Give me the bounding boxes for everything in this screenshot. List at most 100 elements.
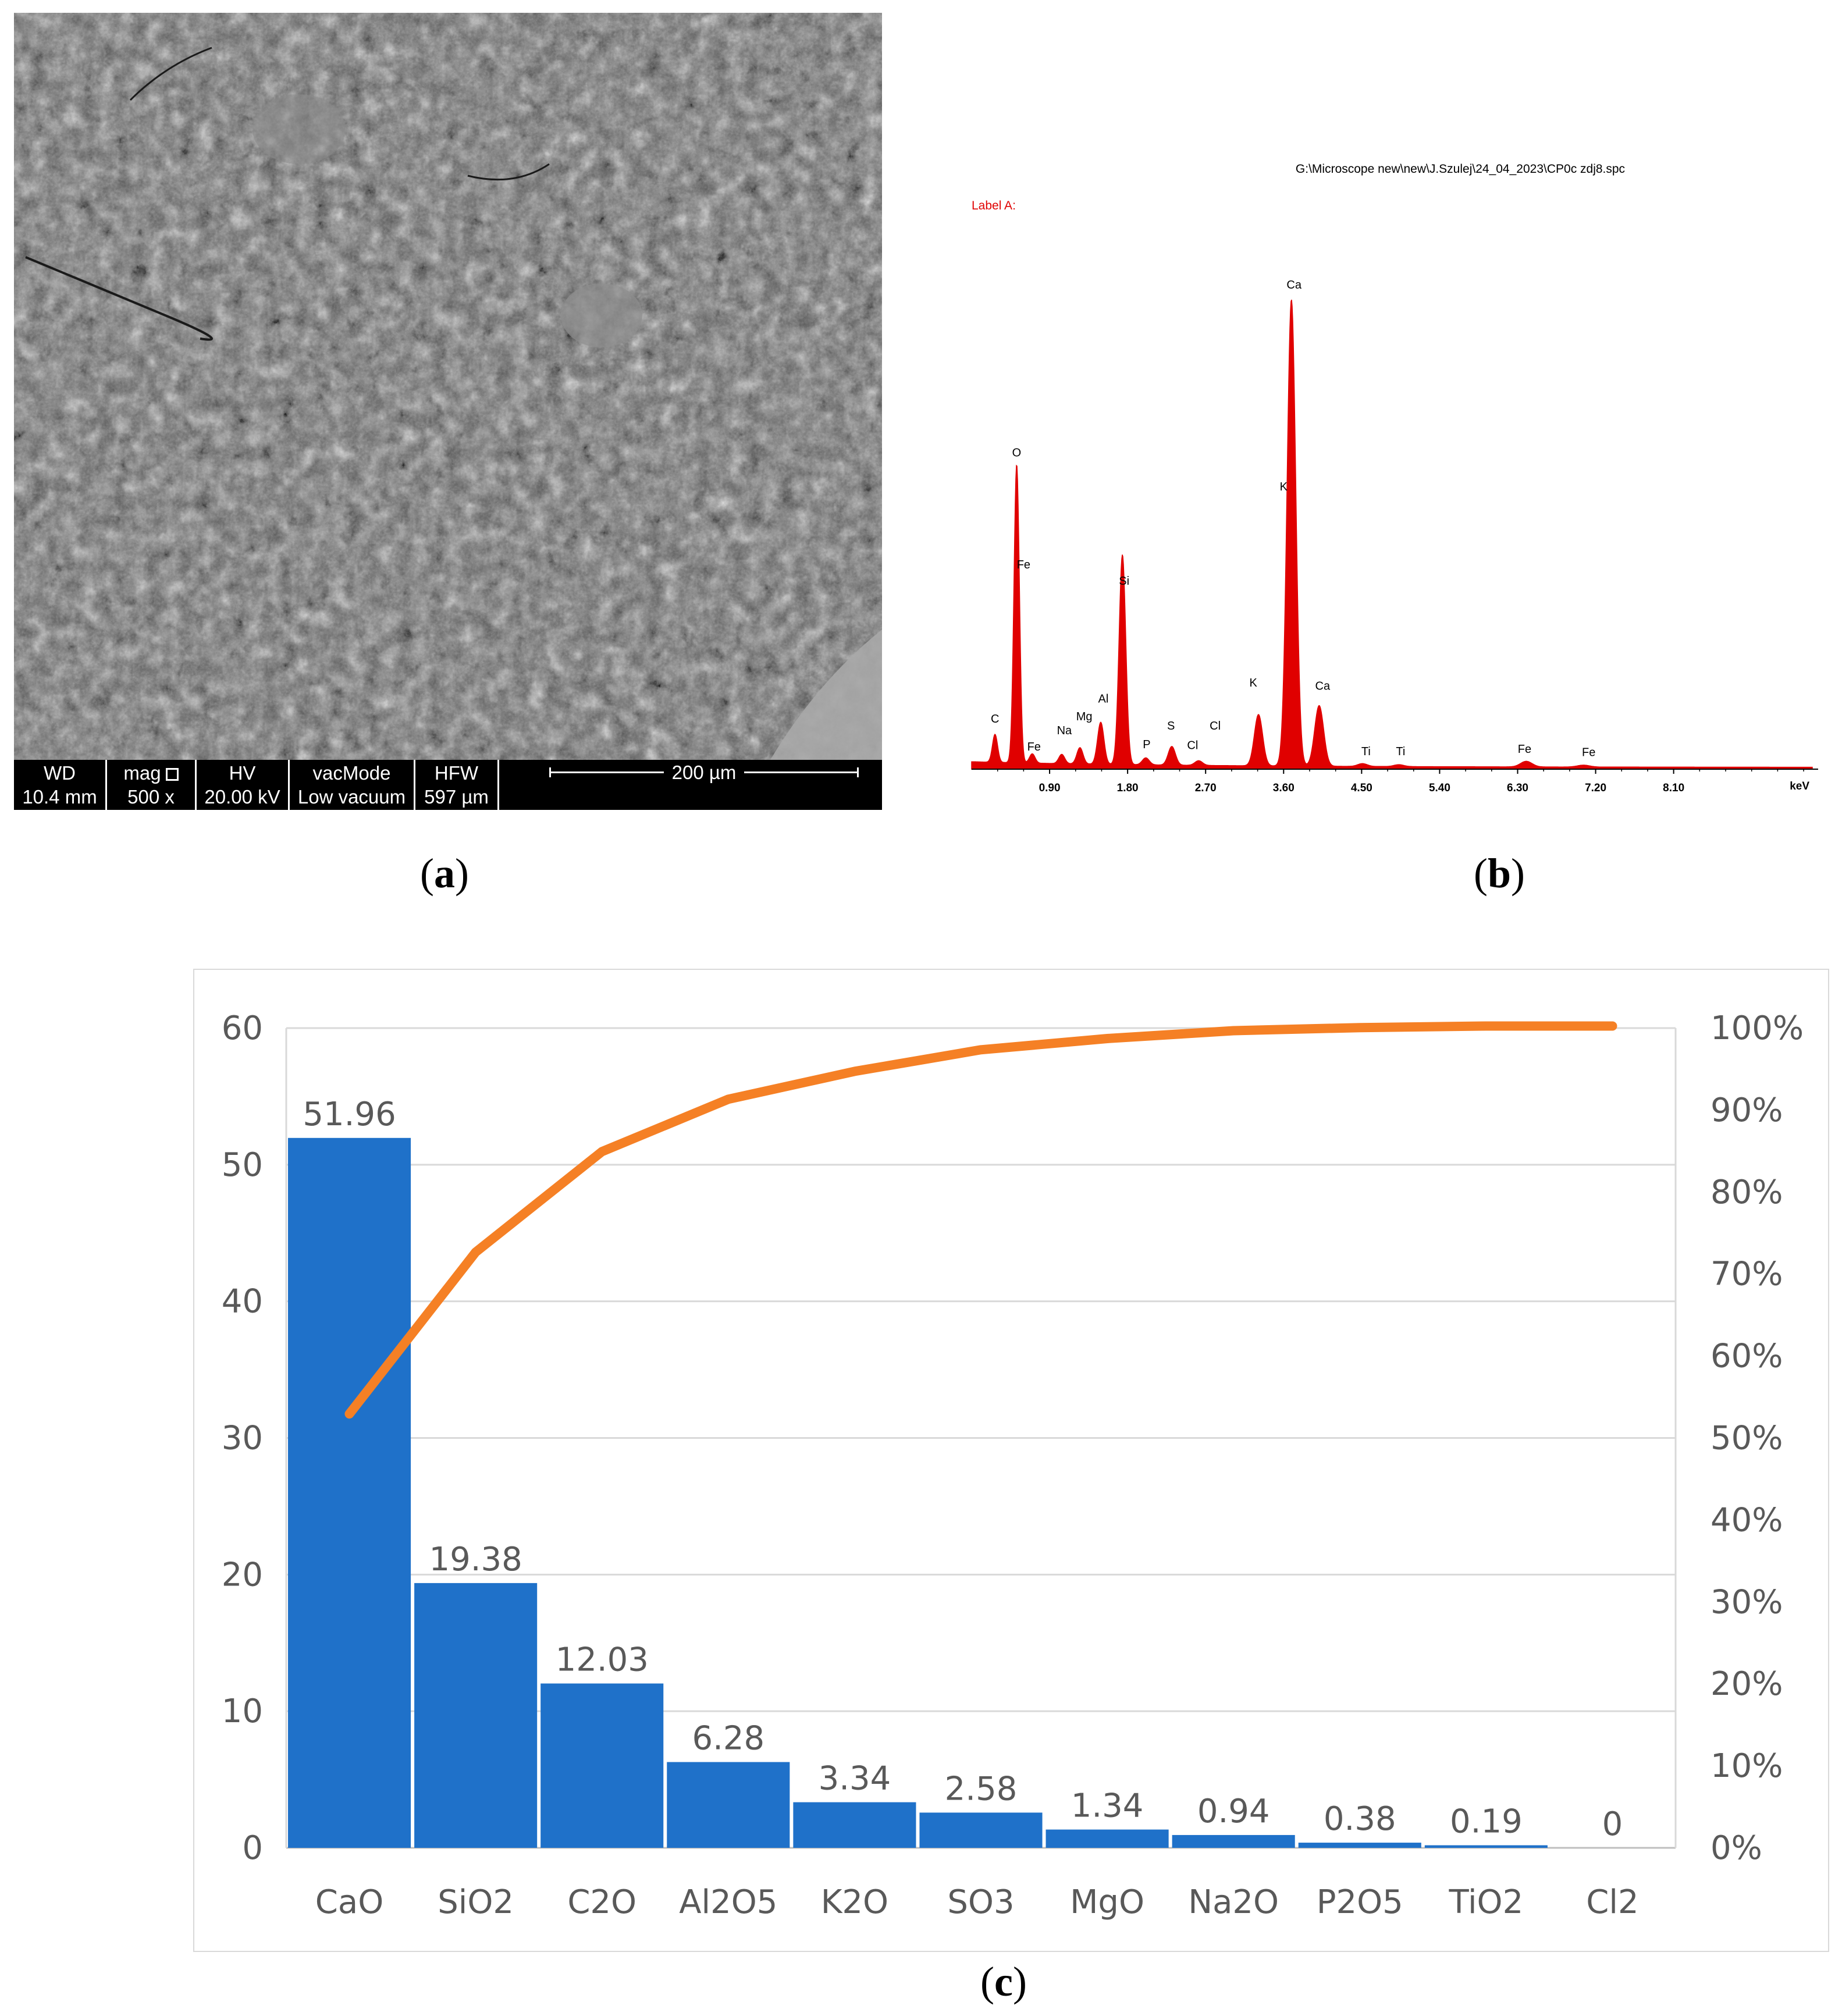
sem-scale-bar: 200 µm [549, 760, 859, 785]
sem-cell-hv: HV 20.00 kV [197, 760, 290, 810]
sem-hfw-value: 597 µm [424, 786, 489, 808]
eds-x-tick-label: 5.40 [1429, 782, 1450, 794]
eds-peak-label: Cl [1187, 739, 1198, 752]
sem-cell-mag: mag 500 x [107, 760, 197, 810]
eds-spectrum-trace [971, 300, 1813, 770]
eds-peak-label: Si [1119, 575, 1129, 588]
pareto-category-label: MgO [1070, 1883, 1144, 1921]
pareto-category-label: Al2O5 [679, 1883, 777, 1921]
mag-box-icon [165, 768, 179, 781]
pareto-category-label: Na2O [1188, 1883, 1279, 1921]
eds-peak-label: Ca [1286, 279, 1301, 291]
pareto-data-label: 0.38 [1324, 1800, 1396, 1838]
pareto-category-label: K2O [821, 1883, 888, 1921]
pareto-data-label: 0.94 [1197, 1793, 1270, 1830]
pareto-category-label: SO3 [947, 1883, 1014, 1921]
pareto-y2-tick-label: 40% [1710, 1501, 1783, 1539]
eds-plot-area: 0.90 1.80 2.70 3.60 4.50 5.40 6.30 7.20 8.10 C O Fe… [971, 279, 1818, 794]
panel-label-b: (b) [1474, 850, 1525, 897]
pareto-category-label: C2O [567, 1883, 636, 1921]
pareto-bar [667, 1762, 790, 1848]
sem-mag-head-wrap: mag [123, 761, 179, 785]
pareto-y2-tick-label: 100% [1710, 1009, 1804, 1047]
sem-cell-vacmode: vacMode Low vacuum [290, 760, 415, 810]
pareto-y-tick-label: 10 [222, 1693, 263, 1730]
eds-peak-label: K [1249, 677, 1257, 689]
eds-peak-label: S [1167, 720, 1175, 733]
pareto-y2-tick-label: 60% [1710, 1338, 1783, 1375]
scale-line-left [549, 767, 664, 777]
eds-x-tick-label: 7.20 [1585, 782, 1606, 794]
pareto-data-label: 6.28 [692, 1720, 764, 1758]
eds-x-axis-label: keV [1790, 780, 1809, 792]
eds-x-tick-label: 1.80 [1117, 782, 1139, 794]
panel-label-b-letter: b [1487, 850, 1512, 897]
pareto-bar [919, 1812, 1043, 1848]
eds-peak-label: P [1143, 738, 1150, 751]
sem-mag-head: mag [123, 762, 161, 784]
pareto-y2-tick-label: 70% [1710, 1256, 1783, 1293]
pareto-category-label: SiO2 [438, 1883, 514, 1921]
sem-hv-head: HV [229, 762, 256, 784]
eds-x-tick-label: 4.50 [1351, 782, 1372, 794]
eds-x-tick-label: 6.30 [1507, 782, 1528, 794]
pareto-category-label: P2O5 [1317, 1883, 1403, 1921]
pareto-bar [540, 1683, 664, 1848]
sem-vacmode-value: Low vacuum [297, 786, 406, 808]
pareto-y-tick-label: 0 [242, 1829, 263, 1867]
pareto-y-tick-label: 60 [222, 1009, 263, 1047]
pareto-bar [1045, 1829, 1169, 1848]
panel-label-c: (c) [980, 1958, 1027, 2005]
pareto-bar [1424, 1845, 1548, 1848]
eds-peak-label: Fe [1027, 741, 1041, 753]
pareto-y-tick-label: 50 [222, 1146, 263, 1184]
eds-peak-label: K [1280, 481, 1288, 493]
sem-micrograph-panel: WD 10.4 mm mag 500 x HV 20.00 kV vacMode… [14, 13, 882, 810]
pareto-data-label: 19.38 [429, 1541, 522, 1578]
sem-info-bar: WD 10.4 mm mag 500 x HV 20.00 kV vacMode… [14, 760, 882, 810]
pareto-category-label: Cl2 [1586, 1883, 1638, 1921]
sem-cell-hfw: HFW 597 µm [415, 760, 499, 810]
pareto-y2-tick-label: 90% [1710, 1091, 1783, 1129]
pareto-category-label: TiO2 [1448, 1883, 1523, 1921]
pareto-cumulative-line [344, 1021, 1617, 1419]
scale-line-right [744, 767, 859, 777]
pareto-y2-tick-label: 80% [1710, 1174, 1783, 1211]
panel-label-a-letter: a [433, 850, 455, 897]
pareto-cumulative-polyline [344, 1021, 1617, 1419]
eds-x-tick-label: 8.10 [1663, 782, 1684, 794]
eds-peak-label: Fe [1017, 559, 1030, 571]
eds-spectrum-chart: G:\Microscope new\new\J.Szulej\24_04_202… [971, 162, 1818, 794]
eds-x-tick-label: 2.70 [1195, 782, 1217, 794]
eds-peak-label: Fe [1582, 746, 1595, 759]
sem-wd-value: 10.4 mm [22, 786, 97, 808]
eds-peak-label: Ti [1396, 745, 1405, 758]
pareto-y2-tick-label: 10% [1710, 1747, 1783, 1785]
pareto-y-tick-label: 20 [222, 1556, 263, 1594]
eds-peak-label: O [1012, 447, 1022, 460]
eds-peak-label: Ti [1361, 745, 1371, 758]
eds-file-title: G:\Microscope new\new\J.Szulej\24_04_202… [1296, 162, 1625, 176]
sem-mag-value: 500 x [127, 786, 175, 808]
sem-cell-wd: WD 10.4 mm [14, 760, 107, 810]
pareto-y-tick-label: 40 [222, 1283, 263, 1321]
pareto-data-label: 0.19 [1450, 1803, 1523, 1841]
pareto-bar [288, 1137, 411, 1848]
pareto-bar [793, 1802, 916, 1848]
oxide-pareto-chart: 0 10 20 30 40 50 60 0% 10% 20% 30% 40% 50% 60% 70% 80% 9… [193, 969, 1829, 1952]
pareto-bars [288, 1137, 1548, 1848]
pareto-data-label: 51.96 [303, 1096, 396, 1133]
sem-hv-value: 20.00 kV [204, 786, 280, 808]
eds-peak-label: Cl [1210, 720, 1221, 733]
pareto-data-label: 3.34 [819, 1760, 891, 1798]
pareto-y2-tick-label: 0% [1710, 1829, 1762, 1867]
sem-wd-head: WD [44, 762, 76, 784]
pareto-y-tick-label: 30 [222, 1420, 263, 1457]
pareto-bar [1298, 1843, 1421, 1848]
pareto-bar [1172, 1834, 1295, 1848]
pareto-data-label: 1.34 [1071, 1787, 1144, 1825]
eds-peak-label: Ca [1315, 680, 1331, 693]
sem-scale-label: 200 µm [671, 761, 737, 783]
eds-label-a: Label A: [972, 199, 1016, 212]
pareto-category-label: CaO [315, 1883, 384, 1921]
